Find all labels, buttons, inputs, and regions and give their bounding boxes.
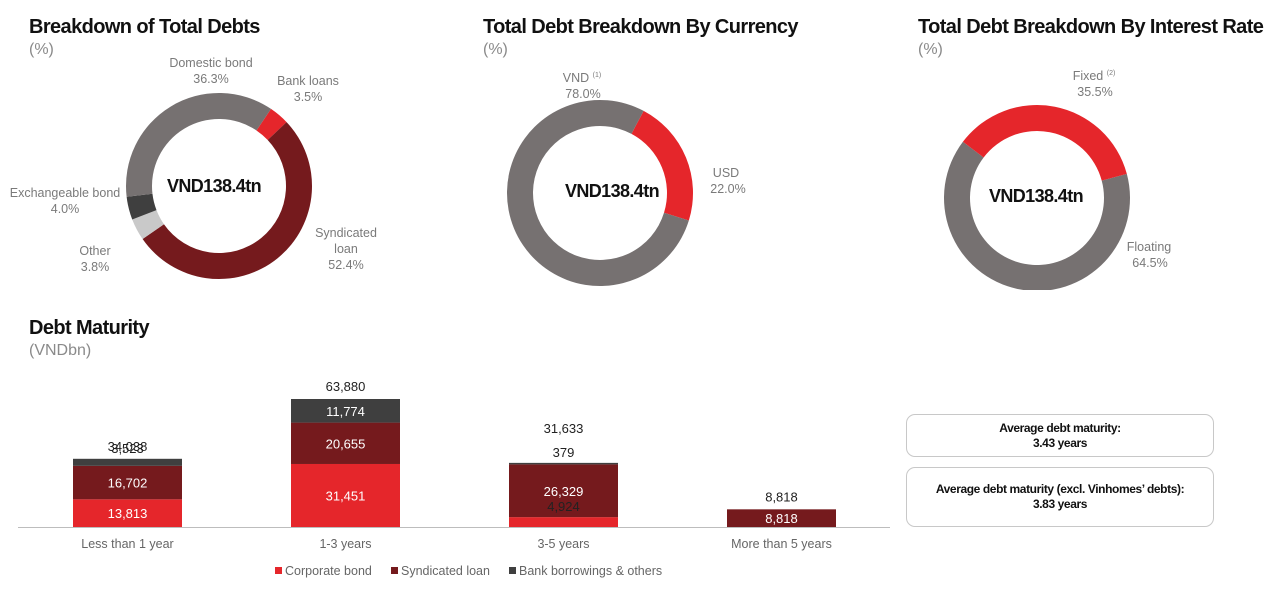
fixed-name-label: Fixed (2): [1073, 69, 1116, 83]
bar-value-label: 8,818: [765, 511, 798, 526]
avg-debt-maturity-excl-label: Average debt maturity (excl. Vinhomes’ d…: [935, 482, 1185, 496]
avg-debt-maturity-label: Average debt maturity:: [999, 420, 1121, 435]
exchangeable-bond-value-label: 4.0%: [51, 202, 80, 216]
maturity-bars: [73, 399, 836, 527]
syndicated-loan-value-label: 52.4%: [328, 258, 363, 272]
bar-value-label: 31,451: [326, 488, 366, 503]
donut-slice-syndicated-loan: [142, 122, 313, 280]
bar-segment-syndicated-loan-more-than-5-years: [727, 509, 836, 527]
bar-segment-corporate-bond-3-5-years: [509, 517, 618, 527]
donut-slice-floating: [944, 141, 1130, 290]
currency-donut-chart: VND138.4tn VND (1) 78.0% USD 22.0%: [507, 71, 746, 287]
vnd-value-label: 78.0%: [565, 87, 600, 101]
bar-total-label: 34,038: [108, 439, 148, 454]
bar-value-label: 26,329: [544, 484, 584, 499]
bar-value-label: 379: [553, 445, 575, 460]
bar-segment-syndicated-loan-3-5-years: [509, 464, 618, 518]
domestic-bond-value-label: 36.3%: [193, 72, 228, 86]
bar-segment-bank-borrowings-others-3-5-years: [509, 462, 618, 465]
usd-name-label: USD: [713, 166, 739, 180]
avg-debt-maturity-excl-value: 3.83 years: [1032, 497, 1088, 511]
donut-slice-usd: [631, 110, 693, 221]
category-label: 3-5 years: [537, 537, 589, 551]
bar-total-label: 8,818: [765, 489, 798, 504]
bar-segment-corporate-bond-less-than-1-year: [73, 499, 182, 527]
debts-chart-unit: (%): [29, 41, 54, 58]
donut-slice-exchangeable-bond: [126, 193, 157, 220]
legend-label-corporate-bond: Corporate bond: [285, 564, 372, 578]
bar-total-label: 31,633: [544, 421, 584, 436]
donut-slice-domestic-bond: [125, 92, 272, 197]
category-label: 1-3 years: [319, 537, 371, 551]
syndicated-loan-name-label-line1: Syndicated: [315, 226, 377, 240]
bank-loans-value-label: 3.5%: [294, 90, 323, 104]
vnd-name-label: VND (1): [563, 71, 601, 85]
donut-slice-fixed: [962, 105, 1127, 181]
exchangeable-bond-name-label: Exchangeable bond: [10, 186, 121, 200]
other-name-label: Other: [79, 244, 110, 258]
bar-segment-corporate-bond-1-3-years: [291, 463, 400, 527]
rate-donut-slices: [944, 105, 1130, 290]
rate-chart-unit: (%): [918, 41, 943, 58]
avg-debt-maturity-value: 3.43 years: [1032, 435, 1088, 450]
debts-chart-title: Breakdown of Total Debts: [29, 16, 260, 38]
debts-donut-slices: [125, 92, 313, 280]
other-value-label: 3.8%: [81, 260, 110, 274]
domestic-bond-name-label: Domestic bond: [169, 56, 252, 70]
maturity-chart-title: Debt Maturity: [29, 317, 150, 339]
legend-swatch-bank-borrowings-others: [509, 567, 516, 574]
rate-chart-title: Total Debt Breakdown By Interest Rate: [918, 16, 1264, 38]
bar-total-label: 63,880: [326, 379, 366, 394]
legend-label-syndicated-loan: Syndicated loan: [401, 564, 490, 578]
rate-donut-chart: VND138.4tn Fixed (2) 35.5% Floating 64.5…: [944, 69, 1172, 290]
maturity-chart-unit: (VNDbn): [29, 342, 92, 359]
category-label: Less than 1 year: [81, 537, 173, 551]
currency-chart-title: Total Debt Breakdown By Currency: [483, 16, 799, 38]
bar-segment-syndicated-loan-1-3-years: [291, 422, 400, 464]
rate-center-label: VND138.4tn: [989, 186, 1083, 206]
maturity-legend: Corporate bond Syndicated loan Bank borrow…: [275, 564, 662, 578]
donut-slice-bank-loans: [256, 108, 287, 140]
bar-value-label: 20,655: [326, 436, 366, 451]
usd-value-label: 22.0%: [710, 182, 745, 196]
bar-value-label: 4,924: [547, 499, 580, 514]
legend-swatch-syndicated-loan: [391, 567, 398, 574]
bar-value-label: 16,702: [108, 476, 148, 491]
bar-segment-syndicated-loan-less-than-1-year: [73, 465, 182, 500]
category-label: More than 5 years: [731, 537, 832, 551]
avg-debt-maturity-box: Average debt maturity: 3.43 years: [906, 414, 1214, 457]
floating-name-label: Floating: [1127, 240, 1172, 254]
syndicated-loan-name-label-line2: loan: [334, 242, 358, 256]
bar-segment-bank-borrowings-others-less-than-1-year: [73, 458, 182, 466]
bar-value-label: 13,813: [108, 506, 148, 521]
debts-center-label: VND138.4tn: [167, 176, 261, 196]
currency-chart-unit: (%): [483, 41, 508, 58]
avg-debt-maturity-excl-box: Average debt maturity (excl. Vinhomes’ d…: [906, 467, 1214, 527]
currency-center-label: VND138.4tn: [565, 181, 659, 201]
legend-swatch-corporate-bond: [275, 567, 282, 574]
bank-loans-name-label: Bank loans: [277, 74, 339, 88]
bar-value-label: 11,774: [326, 404, 365, 419]
bar-value-label: 3,523: [111, 441, 144, 456]
bar-segment-bank-borrowings-others-1-3-years: [291, 399, 400, 423]
legend-label-bank-borrowings-others: Bank borrowings & others: [519, 564, 662, 578]
fixed-value-label: 35.5%: [1077, 85, 1112, 99]
currency-donut-slices: [507, 99, 693, 287]
debts-donut-chart: VND138.4tn Domestic bond 36.3% Bank loan…: [10, 56, 377, 280]
floating-value-label: 64.5%: [1132, 256, 1167, 270]
donut-slice-other: [132, 210, 164, 240]
